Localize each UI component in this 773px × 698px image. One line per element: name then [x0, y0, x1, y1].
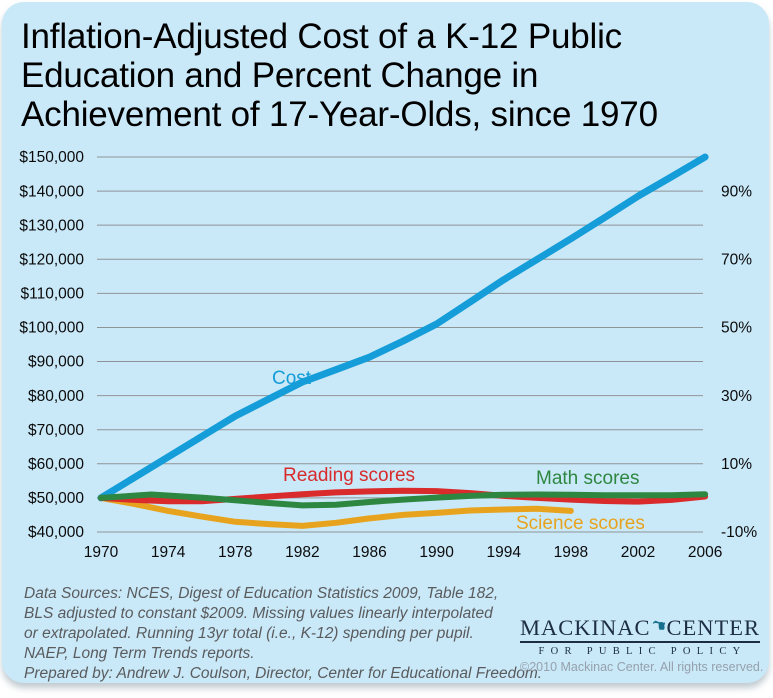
cost-label: Cost: [272, 368, 312, 389]
right-axis-tick-label: 30%: [721, 388, 752, 405]
logo-tagline: FOR PUBLIC POLICY: [538, 646, 747, 657]
right-axis-tick-label: 10%: [721, 456, 752, 473]
sources-line-3: or extrapolated. Running 13yr total (i.e…: [24, 624, 474, 642]
left-axis-tick-label: $50,000: [28, 490, 84, 507]
science-scores-label: Science scores: [516, 513, 645, 534]
right-axis-tick-label: 70%: [721, 251, 752, 268]
right-axis-tick-label: 90%: [721, 183, 752, 200]
logo-text-mackinac: MACKINAC: [520, 614, 651, 640]
left-axis-tick-label: $140,000: [19, 183, 84, 200]
left-axis-tick-label: $110,000: [21, 286, 85, 303]
copyright-notice: ©2010 Mackinac Center. All rights reserv…: [520, 660, 764, 674]
reading-scores-label: Reading scores: [283, 465, 415, 486]
right-axis-tick-label: 50%: [721, 320, 752, 337]
x-axis-tick-label: 1986: [352, 544, 386, 561]
math-scores-line: [98, 491, 709, 509]
logo-wordmark: MACKINAC CENTER: [520, 609, 760, 639]
x-axis-tick-label: 2002: [621, 544, 655, 561]
left-axis-tick-label: $120,000: [19, 251, 84, 268]
left-axis-tick-label: $100,000: [19, 320, 84, 337]
science-scores-line: [98, 494, 574, 529]
reading-scores-line: [98, 487, 709, 505]
sources-line-4: NAEP, Long Term Trends reports.: [24, 644, 255, 662]
cost-line: [97, 153, 709, 502]
chart-title: Inflation-Adjusted Cost of a K-12 Public…: [21, 17, 751, 134]
chart-card: [2, 2, 769, 683]
x-axis-tick-label: 1990: [419, 544, 454, 561]
left-axis-tick-label: $130,000: [19, 217, 84, 234]
x-axis-tick-label: 1970: [84, 544, 119, 561]
michigan-state-icon: [652, 620, 665, 630]
left-axis-tick-label: $90,000: [28, 354, 84, 371]
left-axis-tick-label: $80,000: [28, 388, 84, 405]
x-axis-tick-label: 1994: [486, 544, 521, 561]
data-sources-note: Data Sources: NCES, Digest of Education …: [24, 584, 544, 684]
mackinac-center-logo: MACKINAC CENTER FOR PUBLIC POLICY ©2010 …: [520, 609, 764, 674]
logo-text-center: CENTER: [666, 614, 760, 640]
math-scores-label: Math scores: [536, 468, 639, 489]
left-axis-tick-label: $70,000: [28, 422, 84, 439]
left-axis-tick-label: $40,000: [28, 524, 84, 541]
logo-divider: [520, 641, 760, 643]
sources-line-2: BLS adjusted to constant $2009. Missing …: [24, 604, 493, 622]
chart-title-line-1: Inflation-Adjusted Cost of a K-12 Public: [21, 17, 622, 56]
sources-line-5: Prepared by: Andrew J. Coulson, Director…: [24, 664, 543, 682]
x-axis-tick-label: 2006: [688, 544, 722, 561]
x-axis-tick-label: 1974: [151, 544, 186, 561]
chart-title-line-2: Education and Percent Change in: [21, 56, 539, 95]
left-axis-tick-label: $60,000: [28, 456, 84, 473]
x-axis-tick-label: 1978: [218, 544, 252, 561]
sources-line-1: Data Sources: NCES, Digest of Education …: [24, 585, 499, 602]
x-axis-tick-label: 1998: [554, 544, 588, 561]
x-axis-tick-label: 1982: [285, 544, 319, 561]
right-axis-tick-label: -10%: [721, 524, 757, 541]
chart-title-line-3: Achievement of 17-Year-Olds, since 1970: [21, 95, 658, 134]
left-axis-tick-label: $150,000: [19, 149, 84, 166]
